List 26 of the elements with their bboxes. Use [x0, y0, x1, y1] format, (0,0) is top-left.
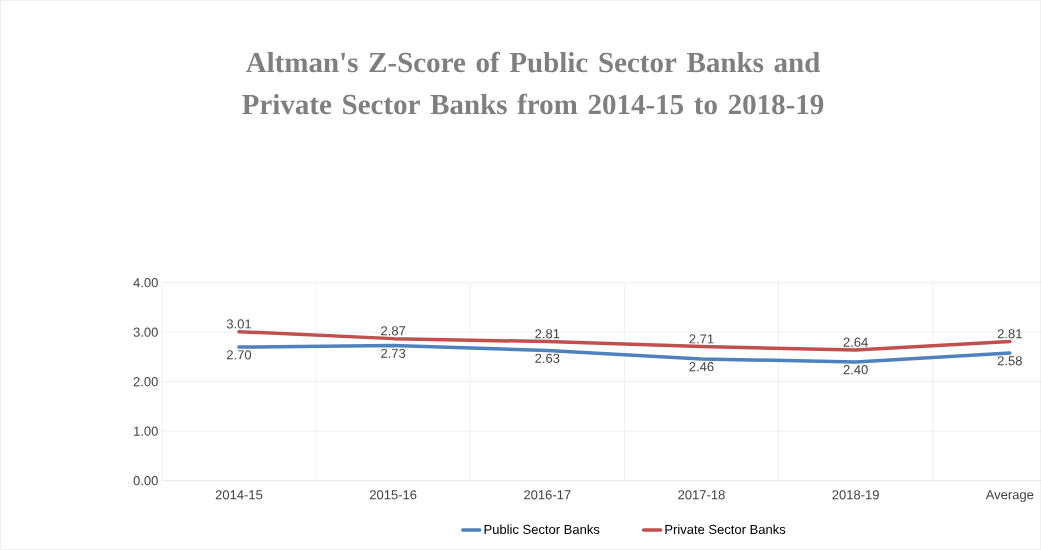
x-tick-label: 2014-15 [215, 490, 263, 500]
data-label: 2.63 [535, 353, 560, 363]
data-label: 2.87 [381, 326, 406, 336]
data-label: 2.46 [689, 362, 714, 372]
data-label: 2.71 [689, 334, 714, 344]
data-label: 2.81 [997, 329, 1022, 339]
data-label: 2.40 [843, 365, 868, 375]
x-tick-label: 2017-18 [678, 490, 725, 500]
chart-title: Altman's Z-Score of Public Sector Banks and Private Sector Banks from 2014-15 to 2018-19 [242, 51, 824, 115]
data-label: 2.81 [535, 329, 560, 339]
y-tick-label: 0.00 [133, 476, 158, 486]
y-tick-label: 4.00 [133, 278, 158, 288]
data-label: 3.01 [226, 319, 251, 329]
y-tick-label: 1.00 [134, 426, 158, 436]
x-tick-label: 2015-16 [369, 490, 417, 500]
data-label: 2.73 [381, 348, 406, 358]
y-tick-label: 2.00 [133, 377, 158, 387]
data-label: 2.70 [226, 350, 252, 360]
x-tick-label: Average [985, 490, 1034, 502]
legend-label: Public Sector Banks [484, 524, 600, 535]
x-tick-label: 2018-19 [832, 490, 879, 500]
data-label: 2.64 [843, 337, 868, 347]
legend-label: Private Sector Banks [665, 524, 786, 535]
data-label: 2.58 [997, 356, 1022, 366]
y-tick-label: 3.00 [133, 327, 158, 337]
x-tick-label: 2016-17 [524, 490, 571, 500]
